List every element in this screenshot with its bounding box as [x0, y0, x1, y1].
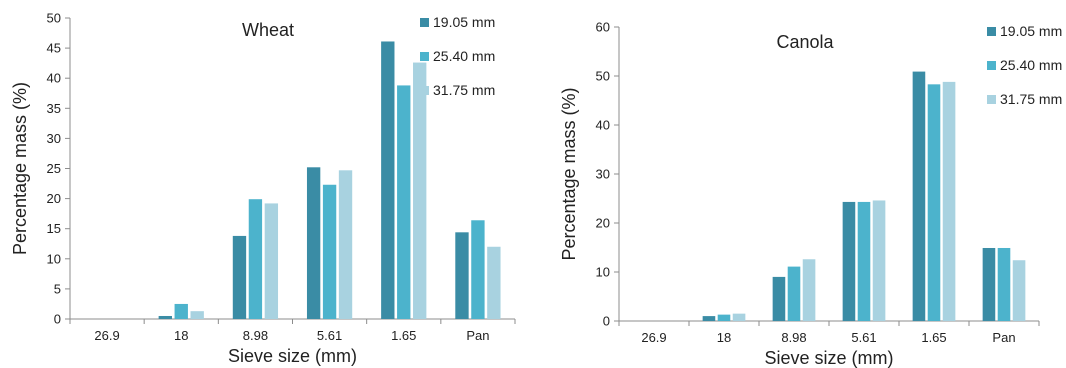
legend: 19.05 mm 25.40 mm 31.75 mm — [420, 14, 495, 98]
bar — [702, 316, 716, 321]
bar — [912, 71, 926, 321]
y-tick-label: 0 — [603, 314, 610, 329]
x-tick-label: 18 — [717, 330, 731, 345]
y-tick-label: 25 — [47, 161, 61, 176]
x-tick-label: 26.9 — [641, 330, 666, 345]
bar — [717, 314, 731, 321]
bar — [857, 201, 871, 321]
y-tick-label: 30 — [47, 131, 61, 146]
bar — [158, 315, 172, 319]
bar — [1012, 260, 1026, 321]
legend-entry: 25.40 mm — [1000, 57, 1062, 73]
bar — [232, 235, 247, 319]
wheat-chart: 0 5 10 15 20 25 30 35 40 45 50 26.9 18 8.98 5.61 1.65 Pa… — [10, 11, 516, 366]
x-axis-title: Sieve size (mm) — [764, 348, 893, 368]
y-axis-title: Percentage mass (%) — [10, 82, 30, 255]
bar — [942, 81, 956, 321]
bar — [248, 199, 263, 319]
bar — [487, 246, 501, 319]
legend: 19.05 mm 25.40 mm 31.75 mm — [987, 23, 1062, 107]
bar — [338, 170, 353, 319]
bar — [802, 259, 816, 321]
bar — [264, 203, 279, 319]
y-tick-label: 40 — [47, 71, 61, 86]
x-tick-label: 26.9 — [94, 328, 119, 343]
y-tick-label: 60 — [596, 20, 610, 35]
x-tick-label: 5.61 — [317, 328, 342, 343]
y-tick-label: 45 — [47, 41, 61, 56]
y-tick-label: 10 — [596, 265, 610, 280]
y-tick-label: 50 — [596, 69, 610, 84]
y-tick-label: 50 — [47, 11, 61, 26]
legend-swatch — [987, 61, 996, 70]
legend-swatch — [420, 52, 429, 61]
x-tick-label: 1.65 — [921, 330, 946, 345]
y-tick-label: 15 — [47, 221, 61, 236]
legend-entry: 25.40 mm — [433, 48, 495, 64]
bar — [381, 41, 395, 320]
x-tick-label: 8.98 — [243, 328, 268, 343]
legend-swatch — [987, 27, 996, 36]
bar — [927, 84, 941, 321]
x-axis-title: Sieve size (mm) — [228, 346, 357, 366]
chart-title: Wheat — [242, 20, 294, 40]
bar — [982, 247, 996, 321]
legend-entry: 19.05 mm — [1000, 23, 1062, 39]
chart-title: Canola — [776, 32, 834, 52]
x-tick-label: 18 — [174, 328, 188, 343]
y-tick-label: 20 — [47, 191, 61, 206]
legend-swatch — [420, 18, 429, 27]
x-tick-label: 8.98 — [781, 330, 806, 345]
x-tick-label: 5.61 — [851, 330, 876, 345]
bar — [413, 62, 427, 319]
bar — [997, 247, 1011, 321]
y-tick-label: 10 — [47, 251, 61, 266]
y-tick-label: 30 — [596, 167, 610, 182]
bar — [772, 276, 786, 321]
y-tick-label: 0 — [54, 312, 61, 327]
y-tick-label: 35 — [47, 101, 61, 116]
bar — [306, 167, 321, 319]
canola-chart: 0 10 20 30 40 50 60 26.9 18 8.98 5.61 1.65 Pan Canola… — [559, 20, 1062, 368]
y-tick-label: 20 — [596, 216, 610, 231]
legend-entry: 31.75 mm — [1000, 91, 1062, 107]
legend-entry: 31.75 mm — [433, 82, 495, 98]
legend-swatch — [420, 86, 429, 95]
x-tick-label: 1.65 — [391, 328, 416, 343]
y-axis-title: Percentage mass (%) — [559, 87, 579, 260]
x-tick-label: Pan — [466, 328, 489, 343]
bar — [732, 313, 746, 321]
x-tick-label: Pan — [992, 330, 1015, 345]
bar — [471, 220, 485, 319]
bar — [174, 303, 188, 319]
bar — [322, 184, 337, 319]
bar — [455, 232, 469, 319]
y-tick-label: 5 — [54, 281, 61, 296]
legend-entry: 19.05 mm — [433, 14, 495, 30]
legend-swatch — [987, 95, 996, 104]
bar — [787, 266, 801, 321]
bar — [397, 85, 411, 319]
y-tick-label: 40 — [596, 118, 610, 133]
bar — [872, 200, 886, 321]
bar — [842, 201, 856, 321]
bar — [190, 311, 204, 319]
